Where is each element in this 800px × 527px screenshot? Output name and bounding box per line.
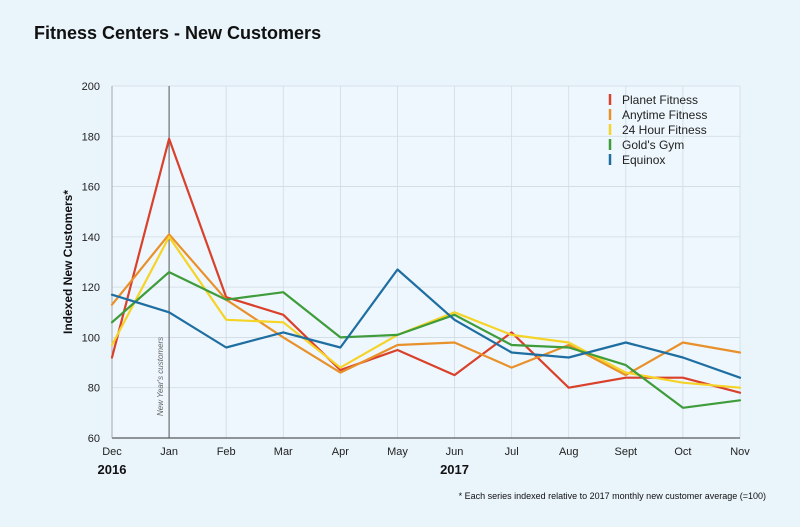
series-line-24-hour-fitness: [110, 235, 742, 389]
x-tick-label: Nov: [730, 446, 750, 458]
series-line-gold-s-gym: [110, 271, 742, 409]
legend-entry: Gold's Gym: [622, 138, 684, 152]
year-label: 2016: [98, 462, 127, 477]
legend-entry: Planet Fitness: [622, 93, 698, 107]
plot-area: [112, 86, 740, 438]
y-axis-title: Indexed New Customers*: [61, 190, 75, 334]
y-tick-label: 160: [82, 182, 100, 194]
x-tick-label: Jun: [446, 446, 464, 458]
x-tick-label: Aug: [559, 446, 579, 458]
y-tick-label: 100: [82, 332, 100, 344]
x-tick-label: Jan: [160, 446, 178, 458]
y-tick-label: 140: [82, 232, 100, 244]
legend-entry: Anytime Fitness: [622, 108, 707, 122]
series-line-equinox: [110, 268, 742, 379]
year-label: 2017: [440, 462, 469, 477]
y-tick-label: 200: [82, 81, 100, 93]
y-tick-label: 60: [88, 433, 100, 445]
x-tick-label: Sept: [614, 446, 637, 458]
x-tick-label: Apr: [332, 446, 349, 458]
chart-footnote: * Each series indexed relative to 2017 m…: [459, 491, 766, 501]
series-line-anytime-fitness: [110, 233, 742, 377]
y-tick-label: 80: [88, 383, 100, 395]
legend-entry: 24 Hour Fitness: [622, 123, 707, 137]
x-tick-label: Jul: [505, 446, 519, 458]
y-tick-label: 180: [82, 131, 100, 143]
legend-entry: Equinox: [622, 153, 665, 167]
y-tick-label: 120: [82, 282, 100, 294]
x-tick-label: Feb: [217, 446, 236, 458]
chart-title: Fitness Centers - New Customers: [34, 23, 321, 43]
x-tick-label: May: [387, 446, 408, 458]
x-tick-label: Dec: [102, 446, 122, 458]
series-line-planet-fitness: [110, 137, 742, 394]
x-tick-label: Mar: [274, 446, 293, 458]
annotation-label: New Year's customers: [156, 337, 165, 416]
x-tick-label: Oct: [674, 446, 691, 458]
